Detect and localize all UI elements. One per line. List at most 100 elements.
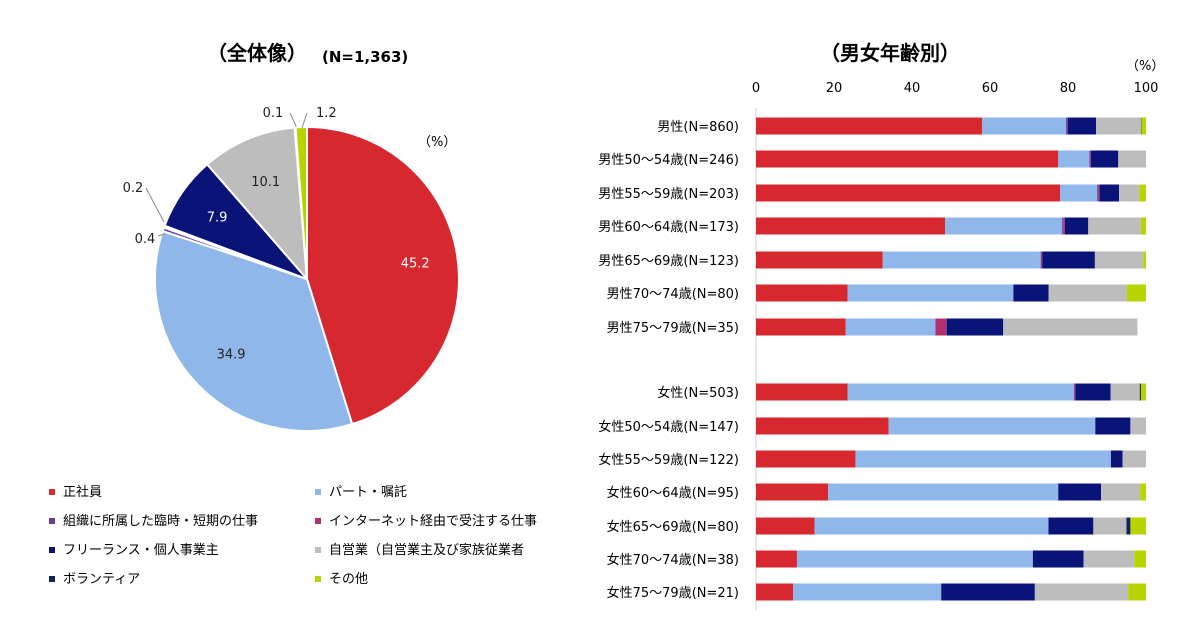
- bar-segment: [756, 583, 794, 601]
- bar-segment: [796, 550, 1033, 568]
- bar-segment: [756, 217, 946, 235]
- pie-slice-label: 7.9: [207, 211, 228, 226]
- bar-segment: [946, 318, 1004, 336]
- row-label: 女性65～69歳(N=80): [607, 519, 739, 535]
- row-label: 男性75～79歳(N=35): [607, 321, 739, 336]
- pie-slice-label: 10.1: [251, 175, 280, 190]
- bar-segment: [1003, 318, 1138, 336]
- pie-chart: 45.2 34.9 0.4 0.2 7.9 10.1 0.1 1.2: [123, 106, 460, 432]
- legend-label: その他: [329, 572, 368, 587]
- bar-unit: （%）: [1126, 59, 1164, 74]
- bar-segment: [1040, 251, 1042, 269]
- row-label: 男性55～59歳(N=203): [598, 187, 739, 202]
- bar-segment: [1042, 251, 1095, 269]
- bar-segment: [1098, 184, 1100, 202]
- bar-segment: [1140, 217, 1146, 235]
- bar-segment: [1062, 217, 1064, 235]
- bar-segment: [1041, 251, 1043, 269]
- legend-label: 組織に所属した臨時・短期の仕事: [63, 514, 258, 529]
- bar-segment: [756, 417, 889, 435]
- row-label: 男性65～69歳(N=123): [598, 254, 739, 269]
- x-tick-label: 60: [982, 81, 999, 96]
- legend-label: ボランティア: [63, 572, 140, 587]
- bar-segment: [845, 318, 936, 336]
- bar-segment: [1034, 583, 1129, 601]
- bar-segment: [756, 284, 848, 302]
- bar-segment: [1110, 383, 1140, 401]
- bar-segment: [1032, 550, 1084, 568]
- bar-segment: [1090, 150, 1092, 168]
- pie-unit: （%）: [418, 135, 456, 150]
- bar-segment: [1101, 483, 1141, 501]
- bar-segment: [756, 318, 846, 336]
- bar-segment: [756, 550, 797, 568]
- legend-swatch: [315, 576, 321, 582]
- pie-slice-label: 1.2: [316, 106, 337, 121]
- bar-segment: [756, 517, 815, 535]
- bar-segment: [1140, 383, 1146, 401]
- bar-segment: [1067, 117, 1097, 135]
- pie-leader-line: [289, 112, 298, 129]
- bar-segment: [1119, 184, 1140, 202]
- pie-slice: [154, 229, 354, 432]
- bar-chart: 0 20 40 60 80 100 男性(N=860) 男性50～54歳(N=246) 男性55…: [598, 81, 1158, 610]
- legend-label: パート・嘱託: [329, 484, 407, 500]
- bar-segment: [847, 284, 1014, 302]
- bar-segment: [814, 517, 1049, 535]
- bar-segment: [1066, 117, 1068, 135]
- pie-slice-label: 34.9: [217, 348, 246, 363]
- row-label: 女性60～64歳(N=95): [607, 485, 739, 501]
- bar-segment: [1094, 251, 1144, 269]
- bar-segment: [756, 184, 1061, 202]
- bar-segment: [828, 483, 1059, 501]
- pie-leader-line: [157, 233, 166, 237]
- row-label: 男性60～64歳(N=173): [598, 220, 739, 235]
- bar-segment: [1060, 184, 1098, 202]
- bar-segment: [1083, 550, 1135, 568]
- legend-swatch: [49, 518, 55, 524]
- legend-label: インターネット経由で受注する仕事: [329, 514, 537, 529]
- x-tick-label: 20: [826, 81, 843, 96]
- bar-segment: [1088, 217, 1141, 235]
- bar-segment: [982, 117, 1067, 135]
- row-label: 女性(N=503): [657, 385, 739, 401]
- bar-segment: [1048, 284, 1127, 302]
- bar-segment: [1122, 450, 1146, 468]
- pie-slice-label: 0.4: [135, 232, 156, 247]
- bar-segment: [1013, 284, 1049, 302]
- row-label: 男性70～74歳(N=80): [607, 287, 739, 302]
- bar-segment: [1075, 383, 1111, 401]
- bar-segment: [756, 483, 829, 501]
- bar-segment: [1097, 184, 1099, 202]
- bar-segment: [1143, 251, 1146, 269]
- bar-segment: [1058, 150, 1090, 168]
- pie-slice: [294, 125, 308, 280]
- bar-segment: [1110, 450, 1123, 468]
- bar-segment: [1126, 517, 1131, 535]
- pie-slice: [306, 125, 460, 426]
- legend-label: 自営業（自営業主及び家族従業者: [329, 542, 524, 558]
- bar-segment: [1141, 117, 1146, 135]
- pie-leader-line: [145, 187, 165, 223]
- legend-swatch: [49, 489, 55, 495]
- bar-segment: [1126, 284, 1146, 302]
- bar-segment: [1096, 117, 1141, 135]
- legend-swatch: [49, 576, 55, 582]
- legend-label: 正社員: [63, 484, 102, 500]
- bar-title: （男女年齢別）: [820, 41, 960, 65]
- bar-segment: [1091, 150, 1119, 168]
- x-tick-label: 80: [1060, 81, 1077, 96]
- bar-segment: [945, 217, 1063, 235]
- bar-segment: [1063, 217, 1065, 235]
- pie-slice-label: 0.2: [123, 181, 144, 196]
- pie-n-label: (N=1,363): [322, 48, 408, 66]
- pie-slice-label: 0.1: [263, 106, 284, 121]
- bar-segment: [847, 383, 1074, 401]
- bar-segment: [1140, 117, 1142, 135]
- x-tick-label: 40: [904, 81, 921, 96]
- legend-swatch: [315, 518, 321, 524]
- bar-segment: [941, 583, 1035, 601]
- bar-segment: [756, 383, 848, 401]
